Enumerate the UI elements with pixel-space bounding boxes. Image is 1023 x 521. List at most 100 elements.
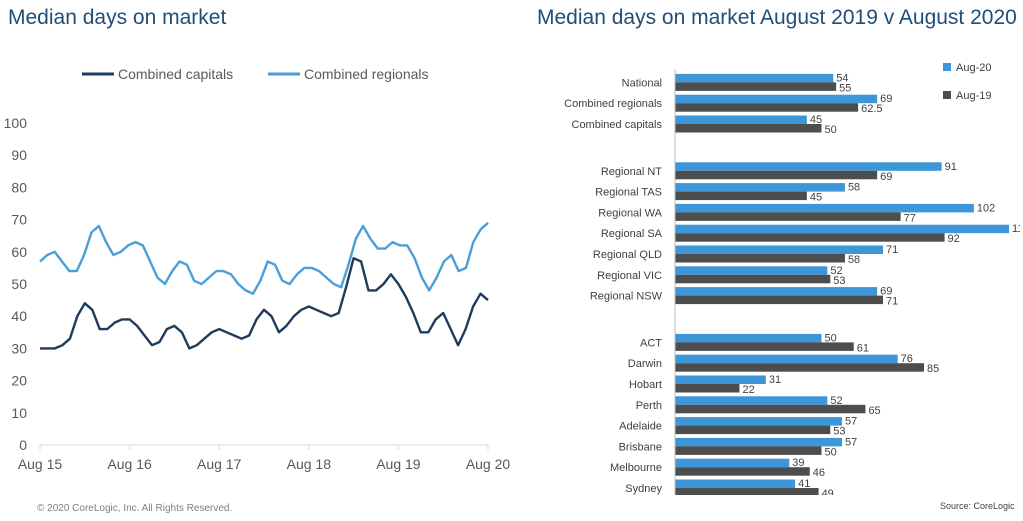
value-label-aug20: 31	[769, 374, 781, 386]
category-label: Regional SA	[601, 228, 663, 240]
bar-chart-title: Median days on market August 2019 v Augu…	[537, 6, 1017, 29]
bar-aug20	[675, 396, 828, 405]
line-chart: Combined capitals Combined regionals10090…	[4, 66, 511, 472]
bar-aug19	[675, 191, 807, 201]
bar-aug20	[675, 203, 974, 213]
bar-aug19	[675, 384, 740, 393]
value-label-aug20: 52	[830, 395, 842, 407]
bar-aug19	[675, 212, 901, 221]
value-label-aug20: 69	[880, 93, 892, 105]
bar-aug20	[675, 287, 878, 296]
bar-aug19	[675, 254, 845, 263]
value-label-aug20: 50	[825, 332, 837, 344]
bar-aug19	[675, 170, 878, 180]
value-label-aug19: 92	[948, 233, 960, 245]
category-label: Darwin	[628, 358, 662, 370]
value-label-aug19: 22	[742, 384, 754, 396]
y-tick-label: 30	[11, 340, 27, 356]
y-tick-label: 40	[11, 308, 27, 324]
legend-label-0: Combined capitals	[118, 66, 233, 82]
bar-aug19	[675, 446, 822, 455]
category-label: Regional NSW	[590, 291, 663, 303]
value-label-aug20: 58	[848, 182, 860, 194]
category-label: Combined regionals	[564, 98, 662, 110]
bar-aug19	[675, 274, 831, 284]
y-tick-label: 80	[11, 179, 27, 195]
value-label-aug20: 71	[886, 244, 898, 256]
bar-aug20	[675, 266, 828, 275]
bar-aug20	[675, 458, 790, 468]
value-label-aug20: 114	[1012, 223, 1020, 235]
category-label: Regional TAS	[595, 187, 662, 199]
value-label-aug20: 41	[798, 478, 810, 490]
value-label-aug20: 76	[901, 353, 913, 365]
y-tick-label: 60	[11, 244, 27, 260]
value-label-aug19: 58	[848, 254, 860, 266]
bar-aug19	[675, 342, 854, 351]
category-label: Regional WA	[598, 207, 662, 219]
bar-aug20	[675, 224, 1010, 234]
category-label: ACT	[640, 337, 662, 349]
legend-label-aug19: Aug-19	[956, 90, 991, 102]
value-label-aug20: 102	[977, 202, 995, 214]
category-label: Combined capitals	[572, 119, 663, 131]
bar-aug20	[675, 479, 796, 488]
bar-aug19	[675, 425, 831, 435]
value-label-aug20: 57	[845, 416, 857, 428]
bar-aug19	[675, 233, 945, 242]
category-label: Melbourne	[610, 462, 662, 474]
series-line-0	[40, 256, 489, 350]
bar-aug20	[675, 183, 845, 192]
bar-aug19	[675, 124, 822, 133]
bar-aug20	[675, 73, 834, 83]
value-label-aug19: 45	[810, 192, 822, 204]
y-tick-label: 0	[19, 437, 27, 453]
bar-aug20	[675, 375, 766, 384]
category-label: National	[622, 77, 662, 89]
category-label: Perth	[636, 400, 662, 412]
x-tick-label: Aug 16	[107, 456, 152, 472]
value-label-aug20: 39	[792, 457, 804, 469]
bar-aug20	[675, 354, 898, 364]
value-label-aug20: 57	[845, 436, 857, 448]
line-chart-title: Median days on market	[8, 6, 227, 29]
category-label: Regional NT	[601, 166, 662, 178]
value-label-aug19: 55	[839, 82, 851, 94]
x-tick-label: Aug 15	[18, 456, 63, 472]
value-label-aug19: 62.5	[861, 103, 882, 115]
value-label-aug20: 45	[810, 114, 822, 126]
value-label-aug19: 69	[880, 171, 892, 183]
legend-swatch-aug19	[943, 91, 951, 99]
bar-aug20	[675, 333, 822, 343]
bar-aug19	[675, 82, 837, 91]
y-tick-label: 20	[11, 373, 27, 389]
value-label-aug19: 53	[833, 275, 845, 287]
category-label: Regional QLD	[593, 249, 662, 261]
value-label-aug19: 50	[825, 446, 837, 458]
bar-aug20	[675, 162, 942, 171]
value-label-aug20: 91	[945, 161, 957, 173]
source-note: Source: CoreLogic	[940, 501, 1015, 511]
legend-swatch-aug20	[943, 63, 951, 71]
bar-aug20	[675, 437, 843, 447]
series-line-1	[39, 221, 489, 295]
category-label: Brisbane	[619, 441, 662, 453]
y-tick-label: 100	[4, 115, 28, 131]
bar-aug20	[675, 417, 843, 426]
bar-aug19	[675, 363, 925, 372]
copyright-footer: © 2020 CoreLogic, Inc. All Rights Reserv…	[37, 503, 233, 514]
x-tick-label: Aug 20	[466, 456, 511, 472]
value-label-aug20: 69	[880, 286, 892, 298]
category-label: Adelaide	[619, 421, 662, 433]
bar-aug19	[675, 488, 819, 495]
legend-label-aug20: Aug-20	[956, 62, 991, 74]
bar-aug19	[675, 295, 884, 305]
y-tick-label: 70	[11, 212, 27, 228]
category-label: Sydney	[625, 483, 662, 495]
x-tick-label: Aug 18	[287, 456, 332, 472]
value-label-aug19: 46	[813, 467, 825, 479]
bar-aug19	[675, 103, 859, 112]
category-label: Hobart	[629, 379, 662, 391]
x-tick-label: Aug 19	[376, 456, 421, 472]
